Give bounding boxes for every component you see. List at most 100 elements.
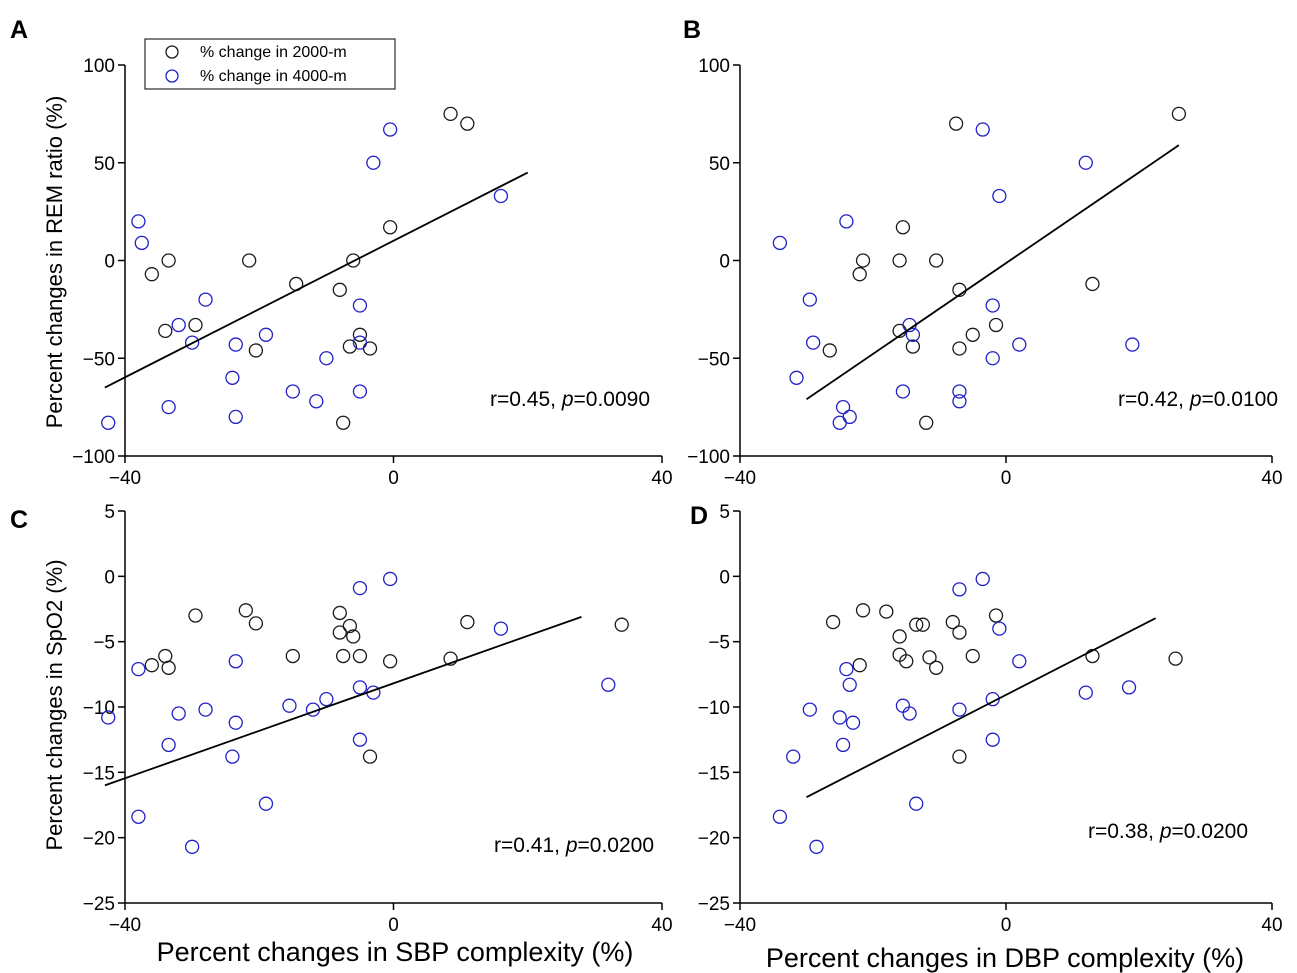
data-point bbox=[352, 580, 368, 596]
data-point bbox=[1078, 155, 1093, 170]
y-tick-label: −25 bbox=[698, 894, 730, 915]
data-point bbox=[225, 370, 240, 385]
legend-marker-2000m bbox=[165, 45, 179, 59]
data-point bbox=[1085, 276, 1100, 292]
panel-a: A −100 −50 0 50 100 −40 0 40 r=0.45, p=0.0090 bbox=[10, 16, 673, 489]
y-tick-label: 0 bbox=[719, 567, 730, 588]
panel-d: D −25 −20 −15 −10 −5 0 5 −40 0 40 r=0.38, p=0.0200 bbox=[690, 502, 1283, 936]
data-point bbox=[131, 214, 146, 229]
data-point bbox=[248, 343, 264, 358]
data-point bbox=[228, 715, 243, 730]
panel-c: C −25 −20 −15 −10 −5 0 5 −40 0 40 r=0.41, p=0.0200 bbox=[10, 502, 673, 936]
y-tick-label: −10 bbox=[698, 698, 730, 719]
data-point bbox=[352, 732, 368, 747]
p-symbol: p bbox=[561, 388, 574, 411]
data-point bbox=[258, 796, 274, 811]
p-symbol: p bbox=[1189, 388, 1202, 411]
r-value: r=0.42, bbox=[1118, 388, 1190, 411]
data-point bbox=[443, 106, 458, 122]
panel-letter: B bbox=[683, 16, 701, 44]
data-point bbox=[975, 571, 990, 587]
data-point bbox=[134, 235, 149, 251]
data-point bbox=[852, 658, 867, 673]
series-4000m bbox=[101, 571, 616, 854]
x-tick-label: 0 bbox=[1001, 915, 1012, 936]
data-point bbox=[158, 648, 173, 664]
y-tick-label: −20 bbox=[83, 829, 115, 850]
data-point bbox=[855, 603, 871, 618]
data-point bbox=[842, 409, 857, 425]
data-point bbox=[382, 571, 398, 587]
data-point bbox=[366, 155, 381, 170]
r-value: r=0.45, bbox=[490, 388, 562, 411]
data-point bbox=[952, 702, 967, 717]
y-tick-label: −25 bbox=[83, 894, 115, 915]
panel-b: B −100 −50 0 50 100 −40 0 40 r=0.42, p=0.0100 bbox=[683, 16, 1283, 489]
panel-letter: D bbox=[690, 502, 708, 530]
legend-label-4000m: % change in 4000-m bbox=[200, 68, 347, 85]
y-axis-title-bottom: Percent changes in SpO2 (%) bbox=[42, 559, 67, 850]
data-point bbox=[985, 298, 1000, 313]
data-point bbox=[919, 415, 934, 430]
data-point bbox=[992, 621, 1007, 636]
trend-line bbox=[806, 617, 1157, 798]
y-tick-label: 5 bbox=[719, 502, 730, 523]
data-point bbox=[825, 614, 841, 630]
panel-letter: C bbox=[10, 506, 28, 534]
data-point bbox=[899, 654, 914, 669]
data-point bbox=[952, 341, 967, 356]
data-point bbox=[161, 737, 176, 753]
data-point bbox=[285, 384, 300, 399]
data-point bbox=[1012, 654, 1027, 669]
data-point bbox=[332, 605, 347, 621]
data-point bbox=[895, 384, 911, 399]
data-point bbox=[902, 706, 917, 721]
data-point bbox=[895, 220, 911, 235]
data-point bbox=[909, 796, 924, 811]
correlation-annotation: r=0.38, p=0.0200 bbox=[1088, 820, 1248, 843]
data-point bbox=[332, 625, 347, 640]
data-point bbox=[786, 749, 801, 764]
x-axis-title-right: Percent changes in DBP complexity (%) bbox=[766, 943, 1244, 973]
correlation-annotation: r=0.45, p=0.0090 bbox=[490, 388, 650, 411]
data-point bbox=[1078, 685, 1093, 700]
data-point bbox=[822, 343, 837, 358]
data-point bbox=[948, 116, 964, 131]
y-tick-label: −100 bbox=[687, 447, 730, 468]
data-point bbox=[319, 351, 334, 366]
data-point bbox=[171, 317, 186, 333]
data-point bbox=[228, 409, 243, 425]
data-point bbox=[988, 608, 1004, 623]
y-tick-label: 50 bbox=[709, 154, 730, 175]
y-tick-label: −5 bbox=[93, 633, 115, 654]
data-point bbox=[238, 603, 253, 618]
data-point bbox=[985, 351, 1000, 366]
data-point bbox=[184, 335, 200, 350]
data-point bbox=[362, 749, 378, 764]
data-point bbox=[131, 809, 146, 824]
data-point bbox=[342, 339, 358, 354]
data-point bbox=[952, 749, 967, 764]
data-point bbox=[988, 317, 1004, 333]
x-tick-label: 0 bbox=[388, 915, 399, 936]
y-tick-label: 0 bbox=[719, 252, 730, 273]
data-point bbox=[352, 384, 368, 399]
data-point bbox=[1012, 337, 1027, 352]
data-point bbox=[352, 298, 368, 313]
data-point bbox=[161, 660, 176, 675]
data-point bbox=[965, 327, 980, 342]
p-value: =0.0090 bbox=[574, 388, 651, 411]
data-point bbox=[892, 629, 907, 644]
data-point bbox=[975, 122, 990, 137]
p-value: =0.0200 bbox=[1172, 820, 1249, 843]
data-point bbox=[909, 617, 924, 632]
data-point bbox=[952, 582, 967, 597]
data-point bbox=[892, 253, 907, 268]
data-point bbox=[922, 650, 937, 665]
data-point bbox=[144, 658, 160, 673]
data-point bbox=[198, 292, 213, 307]
data-point bbox=[952, 394, 967, 409]
data-point bbox=[1168, 651, 1183, 666]
